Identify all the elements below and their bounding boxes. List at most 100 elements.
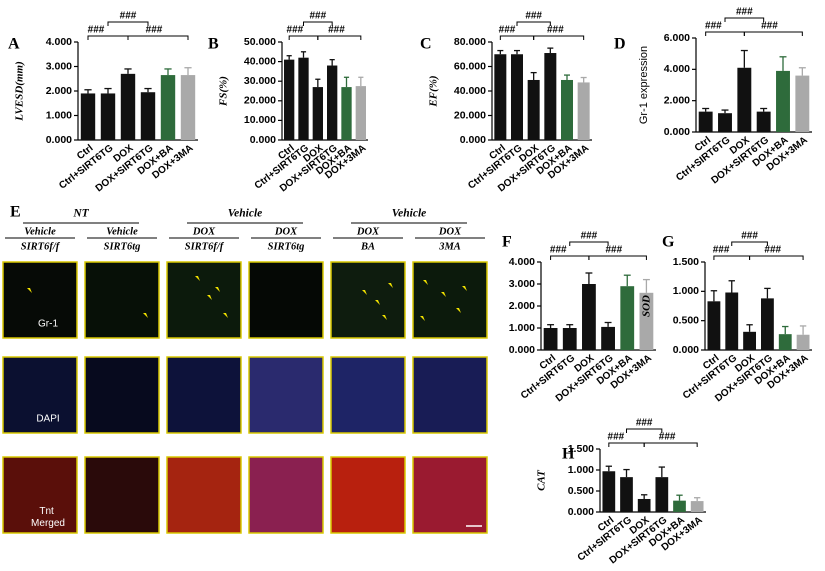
- significance-label: ###: [659, 432, 676, 443]
- y-tick-label: 0.000: [568, 506, 594, 518]
- micrograph: [412, 356, 488, 434]
- bar: [637, 498, 651, 512]
- column-bottom-label: SIRT6f/f: [21, 241, 61, 252]
- bar: [795, 75, 810, 132]
- y-tick-label: 6.000: [664, 32, 690, 44]
- y-tick-label: 4.000: [664, 63, 690, 75]
- y-tick-label: 2.000: [46, 85, 72, 97]
- micrograph: [84, 261, 160, 339]
- significance-label: ###: [547, 25, 564, 36]
- bar: [743, 331, 757, 350]
- arrowhead: [388, 283, 393, 288]
- bar: [577, 82, 590, 140]
- y-tick-label: 30.000: [244, 75, 276, 87]
- row-label: Gr-1: [38, 319, 58, 330]
- y-tick-label: 0.000: [250, 134, 276, 146]
- bar: [312, 87, 323, 140]
- bar: [582, 284, 596, 350]
- y-tick-label: 40.000: [454, 85, 486, 97]
- column-top-label: DOX: [438, 226, 462, 237]
- arrowhead: [143, 313, 148, 318]
- bar: [511, 54, 523, 140]
- y-tick-label: 0.000: [664, 126, 690, 138]
- group-label: NT: [72, 208, 89, 220]
- column-top-label: Vehicle: [24, 226, 56, 237]
- significance-bracket: [643, 442, 698, 447]
- bar: [707, 301, 721, 350]
- significance-bracket: [569, 241, 609, 246]
- micrograph: [2, 356, 78, 434]
- arrowhead: [207, 295, 212, 300]
- arrowhead: [223, 313, 228, 318]
- arrowhead: [382, 315, 387, 320]
- significance-bracket: [317, 35, 362, 40]
- bar: [355, 86, 366, 140]
- micrograph: [166, 356, 242, 434]
- bar: [527, 79, 540, 140]
- significance-bracket: [533, 35, 585, 40]
- bar: [80, 93, 96, 140]
- bar: [543, 328, 558, 350]
- significance-bracket: [743, 31, 803, 36]
- significance-bracket: [749, 255, 804, 260]
- y-tick-label: 4.000: [509, 256, 535, 268]
- bar: [160, 75, 176, 140]
- micrograph: [412, 261, 488, 339]
- significance-bracket: [731, 241, 768, 246]
- significance-label: ###: [328, 25, 345, 36]
- bar: [760, 298, 774, 350]
- arrowhead: [27, 288, 32, 293]
- bar: [601, 326, 615, 350]
- y-tick-label: 60.000: [454, 60, 486, 72]
- panel-letter: B: [208, 36, 219, 53]
- significance-label: ###: [309, 11, 326, 22]
- significance-label: ###: [741, 231, 758, 242]
- arrowhead: [441, 292, 446, 297]
- significance-bracket: [499, 35, 535, 40]
- column-bottom-label: SIRT6tg: [268, 241, 305, 252]
- y-tick-label: 0.000: [673, 344, 699, 356]
- significance-label: ###: [705, 21, 722, 32]
- bar: [120, 73, 136, 140]
- micrograph: [330, 356, 406, 434]
- significance-label: ###: [146, 25, 163, 36]
- column-bottom-label: BA: [360, 241, 375, 252]
- significance-bracket: [127, 35, 189, 40]
- bar: [298, 57, 309, 140]
- micrograph: [248, 261, 324, 339]
- arrowhead: [375, 300, 380, 305]
- bar: [494, 54, 507, 140]
- y-tick-label: 3.000: [509, 278, 535, 290]
- micrograph: [248, 456, 324, 534]
- y-tick-label: 20.000: [244, 95, 276, 107]
- significance-bracket: [303, 21, 333, 26]
- y-tick-label: 0.500: [568, 485, 594, 497]
- bar: [778, 334, 792, 350]
- bar: [796, 334, 810, 350]
- significance-label: ###: [88, 25, 105, 36]
- group-label: Vehicle: [392, 208, 427, 220]
- arrowhead: [195, 276, 200, 281]
- micrograph: [330, 456, 406, 534]
- significance-label: ###: [581, 231, 598, 242]
- column-top-label: DOX: [356, 226, 380, 237]
- bar: [690, 501, 704, 512]
- significance-label: ###: [120, 11, 137, 22]
- y-tick-label: 1.000: [568, 464, 594, 476]
- micrograph: [84, 356, 160, 434]
- panel-letter: A: [8, 36, 20, 53]
- bar: [561, 79, 573, 140]
- significance-label: ###: [764, 245, 781, 256]
- y-axis-label: CAT: [536, 469, 548, 491]
- bar: [180, 75, 196, 140]
- bar: [544, 53, 557, 140]
- significance-label: ###: [636, 418, 653, 429]
- y-axis-label: EF(%): [428, 75, 440, 107]
- significance-bracket: [516, 21, 551, 26]
- significance-label: ###: [499, 25, 516, 36]
- y-tick-label: 4.000: [46, 36, 72, 48]
- arrowhead: [215, 287, 220, 292]
- y-tick-label: 20.000: [454, 109, 486, 121]
- significance-bracket: [550, 255, 590, 260]
- significance-label: ###: [550, 245, 567, 256]
